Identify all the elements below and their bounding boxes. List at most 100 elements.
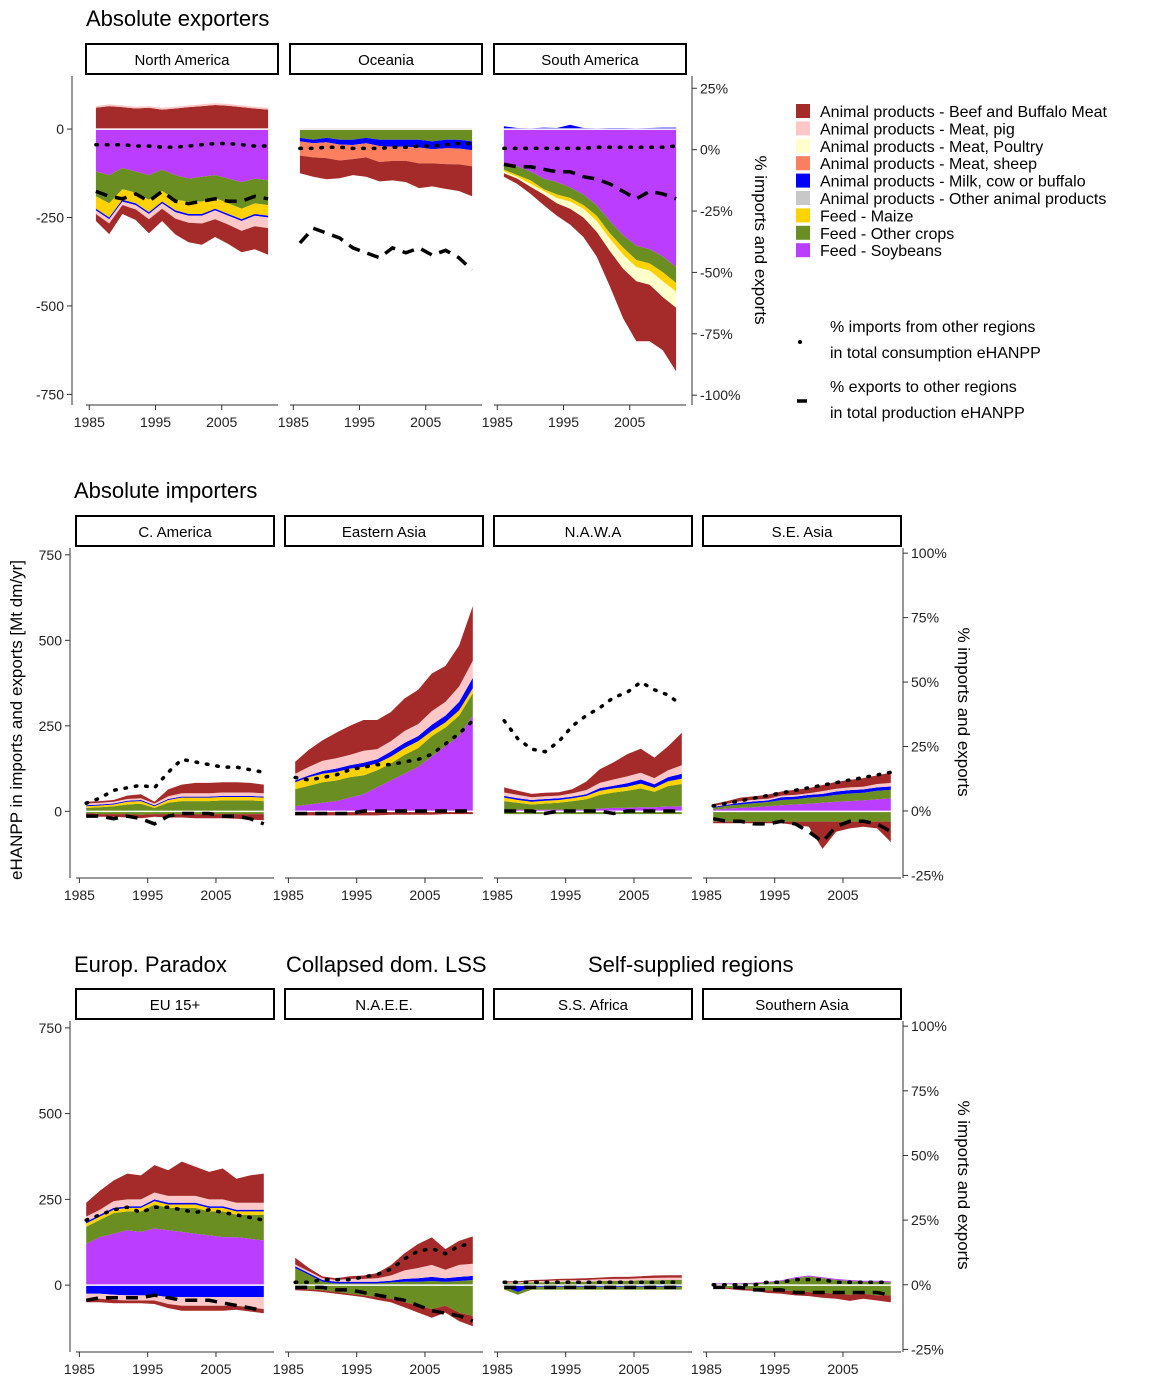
y-axis-title: eHANPP in imports and exports [Mt dm/yr] [7,560,26,880]
imports-area-animal-products-meat-pig [95,103,269,110]
panel-south-america: South America 1985 1995 2005 -100% -75% -50% -2… [482,43,740,430]
exports-pct-line [504,809,682,816]
facet-strip [75,988,275,1020]
y2-tick-label: 25% [911,1212,939,1228]
legend-swatch-animal-products-meat-poultry [796,138,810,153]
panel-c-america: C. America 1985 1995 2005 0 250 500 750 [39,515,275,903]
legend-label: Animal products - Other animal products [820,191,1106,208]
imports-area-feed-other-crops [713,789,891,810]
y2-tick-label: 0% [911,803,931,819]
section-title-exporters: Absolute exporters [86,6,269,31]
x-tick-label: 1995 [550,1361,581,1377]
exports-area-feed-soybeans [95,129,269,183]
y2-tick-label: -75% [700,326,733,342]
imports-area-feed-maize [295,688,473,790]
x-tick-label: 1995 [132,887,163,903]
imports-area-feed-other-crops [86,1204,264,1244]
imports-area-animal-products-beef-and-buffalo-meat [95,105,269,130]
section-title-collapsed-lss: Collapsed dom. LSS [286,952,487,977]
y-tick-label: 250 [39,1191,63,1207]
x-tick-label: 1985 [74,414,105,430]
imports-area-feed-soybeans [713,798,891,812]
legend-swatch-feed-maize [796,208,810,223]
imports-area-animal-products-milk-cow-or-buffalo [295,1266,473,1284]
x-tick-label: 2005 [200,1361,231,1377]
imports-area-animal-products-meat-pig [86,792,264,806]
exports-area-feed-other-crops [299,129,473,142]
imports-area-feed-soybeans [504,806,682,812]
x-tick-label: 1995 [140,414,171,430]
facet-label: Eastern Asia [342,524,427,541]
facet-strip [493,988,693,1020]
x-tick-label: 2005 [409,887,440,903]
y2-tick-label: 100% [911,1018,947,1034]
y-tick-label: 500 [39,1106,63,1122]
y2-axis-title-row1: % imports and exports [751,155,770,324]
y2-tick-label: 0% [700,142,720,158]
legend-imports-line1: % imports from other regions [830,319,1035,336]
x-tick-label: 1985 [64,887,95,903]
y-tick-label: 0 [56,121,64,137]
legend-label: Feed - Maize [820,208,913,225]
y2-tick-label: 25% [911,739,939,755]
exports-pct-line [712,816,892,845]
legend-exports-line1: % exports to other regions [830,379,1017,396]
x-tick-label: 1995 [344,414,375,430]
legend-swatch-animal-products-milk-cow-or-buffalo [796,173,810,188]
exports-area-animal-products-milk-cow-or-buffalo [86,1285,264,1298]
exports-area-animal-products-beef-and-buffalo-meat [503,173,677,372]
imports-area-animal-products-beef-and-buffalo-meat [504,732,682,798]
exports-pct-line [85,1293,265,1313]
facet-strip [284,988,484,1020]
facet-strip [75,515,275,547]
facet-strip [493,515,693,547]
imports-pct-line [94,141,270,149]
x-tick-label: 2005 [827,887,858,903]
facet-strip [493,43,687,75]
imports-area-animal-products-milk-cow-or-buffalo [86,795,264,807]
y-tick-label: 750 [39,1020,63,1036]
x-tick-label: 1995 [132,1361,163,1377]
imports-area-feed-soybeans [713,1275,891,1285]
legend-swatch-feed-other-crops [796,225,810,240]
facet-label: Oceania [358,52,415,69]
x-tick-label: 2005 [200,887,231,903]
y2-tick-label: -50% [700,264,733,280]
x-tick-label: 1995 [759,1361,790,1377]
y2-tick-label: 100% [911,545,947,561]
imports-area-feed-other-crops [504,1280,682,1286]
imports-area-feed-other-crops [713,1276,891,1286]
exports-area-feed-other-crops [295,1285,473,1316]
panel-north-america: North America 1985 1995 2005 -750 -500 -250 0 [36,43,279,430]
imports-area-animal-products-beef-and-buffalo-meat [295,606,473,774]
legend-imports-line2: in total consumption eHANPP [830,345,1041,362]
x-tick-label: 2005 [614,414,645,430]
x-tick-label: 2005 [618,1361,649,1377]
panel-eastern-asia: Eastern Asia 1985 1995 2005 [273,515,484,903]
legend-label: Animal products - Meat, Poultry [820,139,1043,156]
legend-swatch-feed-soybeans [796,243,810,258]
imports-area-feed-other-crops [295,1268,473,1286]
facet-label: South America [541,52,639,69]
x-tick-label: 1985 [482,1361,513,1377]
exports-area-animal-products-beef-and-buffalo-meat [299,155,473,197]
y2-tick-label: -25% [911,1341,944,1357]
y2-tick-label: -100% [700,387,740,403]
x-tick-label: 1985 [64,1361,95,1377]
x-tick-label: 2005 [410,414,441,430]
legend-swatch-animal-products-other-animal-products [796,191,810,205]
imports-area-feed-maize [86,797,264,808]
facet-label: EU 15+ [150,997,201,1014]
legend-swatch-animal-products-meat-pig [796,121,810,136]
imports-area-feed-other-crops [86,800,264,812]
x-tick-label: 2005 [206,414,237,430]
x-tick-label: 1985 [482,414,513,430]
facet-strip [284,515,484,547]
panel-oceania: Oceania 1985 1995 2005 [278,43,483,430]
imports-area-feed-maize [86,1201,264,1227]
imports-pct-line [298,141,474,151]
x-tick-label: 1995 [341,887,372,903]
panels: North America 1985 1995 2005 -750 -500 -250 0 Oc… [36,43,947,1377]
imports-area-animal-products-meat-pig [713,782,891,807]
